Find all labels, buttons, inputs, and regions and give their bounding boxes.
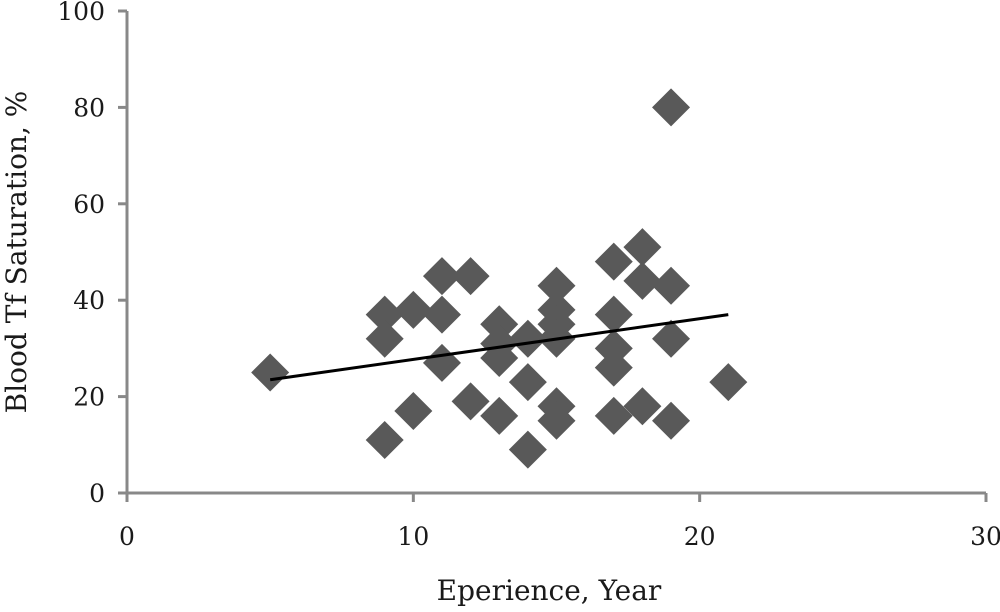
data-point <box>508 319 547 358</box>
data-point <box>451 257 490 296</box>
data-point <box>365 319 404 358</box>
data-point <box>451 382 490 421</box>
data-point <box>365 420 404 459</box>
x-axis-title: Eperience, Year <box>437 574 662 607</box>
data-point <box>422 257 461 296</box>
data-point <box>594 242 633 281</box>
y-tick-label: 20 <box>73 383 105 412</box>
data-point <box>652 88 691 127</box>
data-point <box>652 401 691 440</box>
y-tick-label: 100 <box>57 0 105 26</box>
trend-line <box>269 313 729 382</box>
data-point <box>422 295 461 334</box>
y-axis-title: Blood Tf Saturation, % <box>0 91 33 414</box>
data-point <box>594 396 633 435</box>
data-point <box>480 305 519 344</box>
ticks <box>118 9 988 502</box>
data-point <box>394 290 433 329</box>
y-tick-label: 40 <box>73 286 105 315</box>
tick-labels: 0 20 40 60 80 100 0 10 20 30 <box>57 0 1000 551</box>
data-point <box>594 329 633 368</box>
data-point <box>709 363 748 402</box>
data-point <box>594 348 633 387</box>
x-tick-label: 20 <box>684 522 716 551</box>
axes <box>125 11 986 495</box>
data-point <box>394 392 433 431</box>
data-point <box>623 228 662 267</box>
data-point <box>623 387 662 426</box>
data-point <box>537 266 576 305</box>
data-point <box>594 295 633 334</box>
data-point <box>422 343 461 382</box>
data-point <box>480 396 519 435</box>
data-point <box>652 266 691 305</box>
y-tick-label: 60 <box>73 190 105 219</box>
y-tick-label: 80 <box>73 93 105 122</box>
data-points <box>251 88 748 469</box>
data-point <box>251 353 290 392</box>
data-point <box>623 261 662 300</box>
data-point <box>537 401 576 440</box>
data-point <box>508 430 547 469</box>
x-tick-label: 30 <box>970 522 1000 551</box>
data-point <box>508 363 547 402</box>
x-tick-label: 10 <box>397 522 429 551</box>
y-tick-label: 0 <box>89 479 105 508</box>
x-tick-label: 0 <box>119 522 135 551</box>
data-point <box>365 295 404 334</box>
data-point <box>652 319 691 358</box>
